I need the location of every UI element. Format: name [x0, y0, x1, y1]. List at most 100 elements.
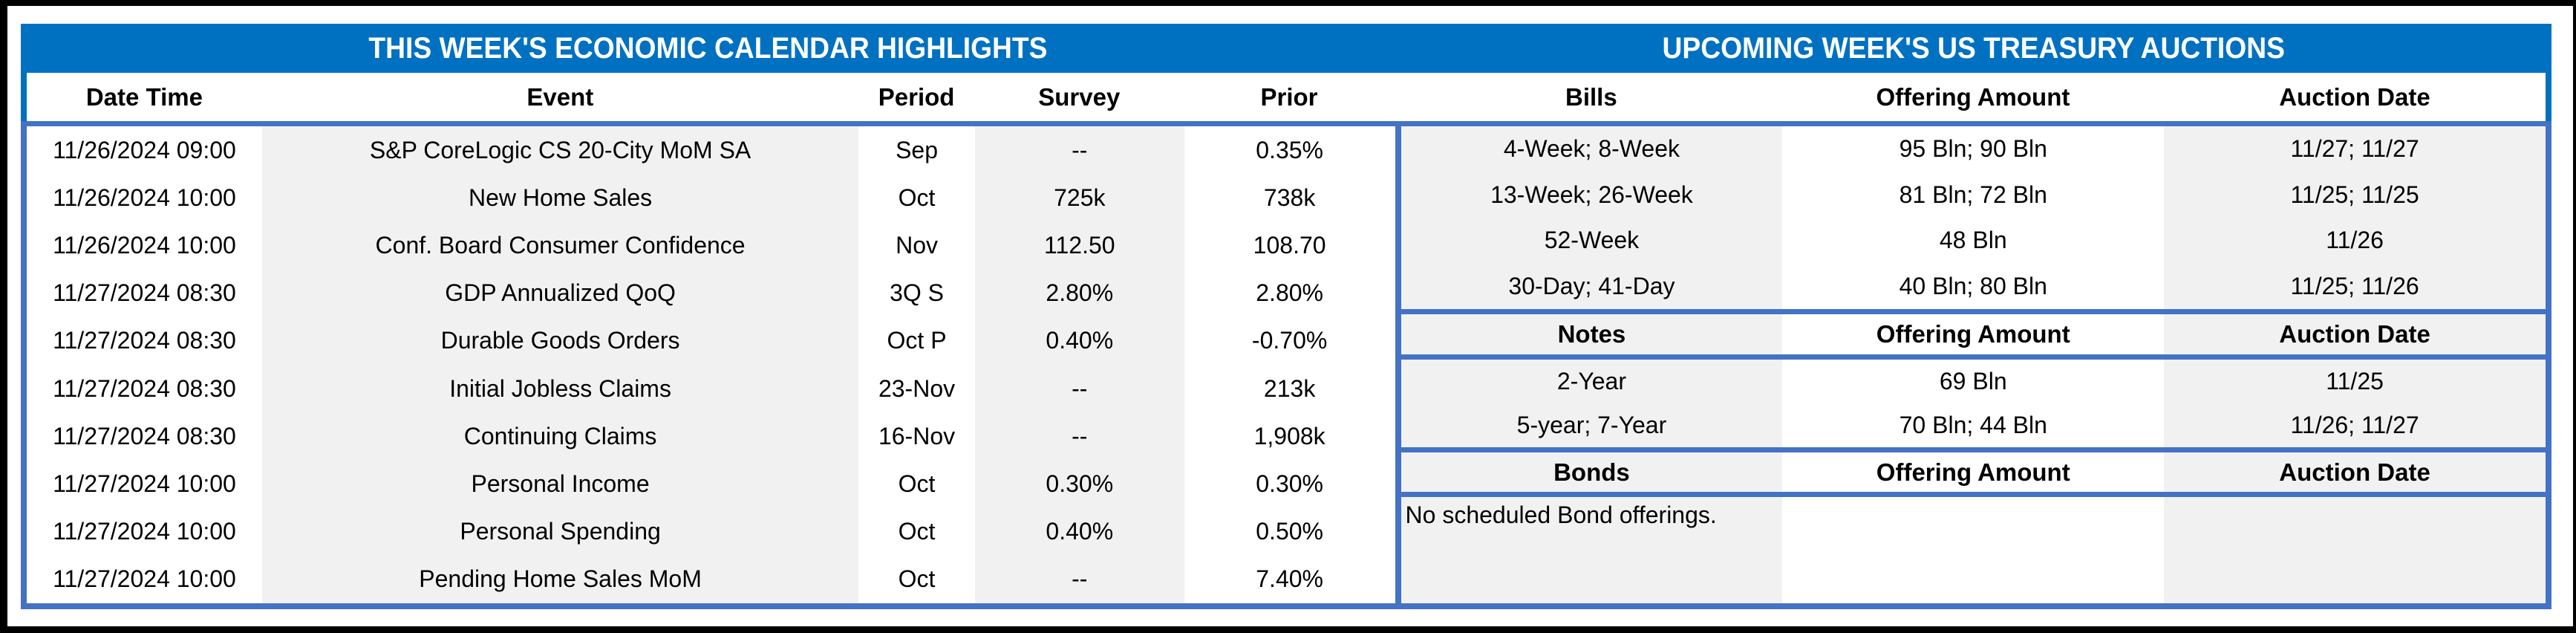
auctions-panel: 4-Week; 8-Week 95 Bln; 90 Bln 11/27; 11/27…	[1395, 126, 2551, 609]
cell: 11/25	[2164, 360, 2546, 403]
cell: 95 Bln; 90 Bln	[1899, 135, 2047, 163]
cell: Personal Spending	[261, 507, 859, 556]
treasury-auctions-title: UPCOMING WEEK'S US TREASURY AUCTIONS	[1662, 31, 2285, 65]
cell: S&P CoreLogic CS 20-City MoM SA	[261, 126, 859, 175]
header-cell-bills: Bills	[1565, 82, 1617, 111]
econ-row: 11/27/2024 10:00 Pending Home Sales MoM Oc…	[27, 555, 1395, 604]
econ-row: 11/27/2024 10:00 Personal Spending Oct 0.40…	[27, 507, 1395, 556]
cell: 3Q S	[890, 279, 944, 307]
notes-rows: 2-Year 69 Bln 11/25 5-year; 7-Year 70 Bln; 4…	[1401, 360, 2546, 447]
auction-row: 4-Week; 8-Week 95 Bln; 90 Bln 11/27; 11/27	[1401, 126, 2546, 172]
cell: 11/27/2024 08:30	[53, 374, 236, 402]
cell: 11/26/2024 10:00	[53, 232, 236, 259]
notes-header: Notes Offering Amount Auction Date	[1401, 314, 2546, 355]
auction-row: 52-Week 48 Bln 11/26	[1401, 218, 2546, 264]
econ-rows: 11/26/2024 09:00 S&P CoreLogic CS 20-City…	[21, 126, 1395, 609]
auction-row: No scheduled Bond offerings.	[1401, 497, 2546, 603]
cell: 1,908k	[1253, 422, 1326, 449]
cell: 0.40%	[974, 316, 1184, 366]
cell	[2164, 497, 2546, 603]
cell: 48 Bln	[1939, 227, 2007, 254]
auction-row: 5-year; 7-Year 70 Bln; 44 Bln 11/26; 11/27	[1401, 403, 2546, 447]
cell: Oct	[898, 470, 936, 498]
cell: Nov	[896, 232, 938, 259]
cell: -0.70%	[1251, 327, 1328, 354]
data-area: 11/26/2024 09:00 S&P CoreLogic CS 20-City…	[21, 126, 2551, 609]
cell: 725k	[974, 174, 1184, 222]
section-divider	[1401, 492, 2546, 498]
cell: 2-Year	[1401, 360, 1783, 403]
header-cell: Offering Amount	[1876, 320, 2070, 348]
cell: Oct	[898, 565, 936, 593]
cell: 11/27/2024 10:00	[53, 470, 236, 498]
cell: 11/26/2024 09:00	[53, 136, 236, 163]
cell: New Home Sales	[261, 174, 859, 222]
weekly-report-table: THIS WEEK'S ECONOMIC CALENDAR HIGHLIGHTS…	[21, 24, 2551, 609]
header-cell: Auction Date	[2164, 314, 2546, 355]
section-divider	[1401, 354, 2546, 360]
column-header-row: Date Time Event Period Survey Prior Bill…	[21, 73, 2551, 121]
cell: 213k	[1263, 374, 1316, 402]
cell: Conf. Board Consumer Confidence	[261, 221, 859, 270]
cell: 0.35%	[1256, 136, 1323, 163]
cell: 112.50	[974, 221, 1184, 270]
header-cell: Bonds	[1401, 452, 1783, 493]
auction-row: 2-Year 69 Bln 11/25	[1401, 360, 2546, 403]
cell: 11/26; 11/27	[2164, 403, 2546, 447]
cell: 2.80%	[1256, 279, 1323, 307]
cell: 11/27; 11/27	[2164, 126, 2546, 172]
header-cell-event: Event	[526, 82, 594, 111]
cell: 0.40%	[974, 507, 1184, 556]
cell: --	[974, 365, 1184, 413]
cell: 40 Bln; 80 Bln	[1899, 272, 2047, 299]
cell: 11/25; 11/26	[2164, 263, 2546, 310]
cell: 70 Bln; 44 Bln	[1899, 411, 2047, 438]
econ-calendar-title: THIS WEEK'S ECONOMIC CALENDAR HIGHLIGHTS	[368, 31, 1048, 65]
cell: GDP Annualized QoQ	[261, 269, 859, 317]
bonds-rows: No scheduled Bond offerings.	[1401, 497, 2546, 603]
econ-row: 11/26/2024 10:00 Conf. Board Consumer Con…	[27, 221, 1395, 270]
cell: 11/27/2024 08:30	[53, 279, 236, 307]
econ-row: 11/26/2024 10:00 New Home Sales Oct 725k 738…	[27, 174, 1395, 222]
bills-rows: 4-Week; 8-Week 95 Bln; 90 Bln 11/27; 11/27…	[1401, 126, 2546, 310]
cell: Continuing Claims	[261, 412, 859, 461]
header-cell: Auction Date	[2164, 452, 2546, 493]
cell: 4-Week; 8-Week	[1401, 126, 1783, 172]
cell: 11/27/2024 10:00	[53, 518, 236, 545]
cell: Oct	[898, 518, 936, 545]
cell: 7.40%	[1256, 565, 1323, 593]
cell: --	[974, 412, 1184, 461]
cell: 11/25; 11/25	[2164, 172, 2546, 218]
cell: 738k	[1263, 184, 1316, 211]
auction-row: 13-Week; 26-Week 81 Bln; 72 Bln 11/25; 11/…	[1401, 172, 2546, 218]
title-bar: THIS WEEK'S ECONOMIC CALENDAR HIGHLIGHTS…	[21, 24, 2551, 73]
header-cell-date-time: Date Time	[85, 82, 203, 111]
cell: 0.30%	[974, 460, 1184, 508]
section-divider	[1401, 309, 2546, 315]
cell: 11/27/2024 08:30	[53, 422, 236, 449]
cell: --	[974, 555, 1184, 604]
cell: Oct P	[887, 327, 947, 354]
cell: 11/26	[2164, 218, 2546, 264]
cell: 5-year; 7-Year	[1401, 403, 1783, 447]
header-cell-offering-amount: Offering Amount	[1876, 82, 2070, 111]
cell: 11/26/2024 10:00	[53, 184, 236, 211]
cell: 13-Week; 26-Week	[1401, 172, 1783, 218]
econ-row: 11/27/2024 08:30 Continuing Claims 16-Nov -…	[27, 412, 1395, 461]
header-cell-auction-date: Auction Date	[2279, 82, 2430, 111]
econ-row: 11/26/2024 09:00 S&P CoreLogic CS 20-City…	[27, 126, 1395, 175]
cell: Personal Income	[261, 460, 859, 508]
cell: 0.50%	[1256, 518, 1323, 545]
cell: Oct	[898, 184, 936, 211]
cell: 108.70	[1253, 232, 1326, 259]
cell: 23-Nov	[878, 374, 956, 402]
econ-row: 11/27/2024 10:00 Personal Income Oct 0.30% 0…	[27, 460, 1395, 508]
econ-row: 11/27/2024 08:30 Durable Goods Orders Oct …	[27, 316, 1395, 366]
header-cell-prior: Prior	[1260, 82, 1318, 111]
header-cell-survey: Survey	[1038, 82, 1121, 111]
cell: Sep	[896, 136, 938, 163]
cell: 11/27/2024 08:30	[53, 327, 236, 354]
header-cell-period: Period	[878, 82, 955, 111]
header-cell: Offering Amount	[1876, 458, 2070, 486]
